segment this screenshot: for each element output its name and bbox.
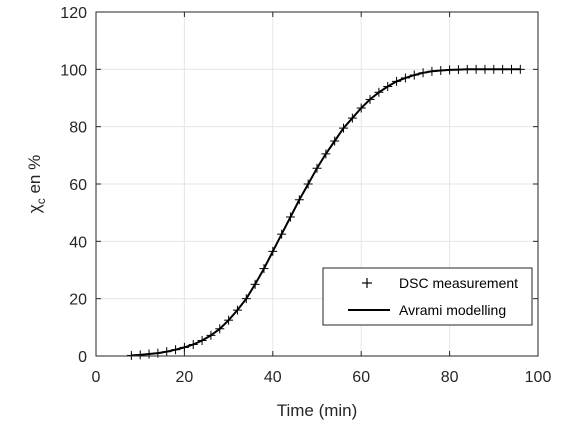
dsc-measurement-point: [126, 350, 136, 360]
dsc-measurement-point: [498, 64, 508, 74]
y-axis-label-subscript: c: [34, 198, 48, 204]
dsc-measurement-point: [197, 336, 207, 346]
x-tick-label: 60: [352, 369, 370, 386]
dsc-measurement-point: [392, 76, 402, 86]
dsc-measurement-point: [383, 82, 393, 92]
dsc-measurement-point: [232, 305, 242, 315]
dsc-measurement-point: [312, 163, 322, 173]
legend-label-dsc: DSC measurement: [399, 275, 518, 291]
y-tick-label: 80: [69, 120, 87, 137]
dsc-measurement-point: [162, 347, 172, 357]
dsc-measurement-point: [427, 66, 437, 76]
dsc-measurement-point: [356, 103, 366, 113]
dsc-measurement-point: [506, 64, 516, 74]
legend-box: [322, 267, 533, 326]
dsc-measurement-point: [206, 330, 216, 340]
dsc-measurement-point: [489, 64, 499, 74]
dsc-measurement-point: [330, 136, 340, 146]
legend-plus-marker: [362, 278, 372, 288]
dsc-measurement-point: [179, 342, 189, 352]
dsc-measurement-point: [462, 64, 472, 74]
dsc-measurement-point: [339, 123, 349, 133]
x-tick-label: 100: [525, 369, 552, 386]
dsc-measurement-point: [241, 294, 251, 304]
dsc-measurement-point: [436, 65, 446, 75]
y-tick-label: 100: [60, 62, 87, 79]
y-tick-labels: 0 20 40 60 80 100 120: [60, 5, 87, 366]
y-tick-label: 20: [69, 292, 87, 309]
x-tick-labels: 0 20 40 60 80 100: [92, 369, 552, 386]
y-axis-label: χc en %: [25, 155, 48, 213]
dsc-measurement-point: [400, 73, 410, 83]
dsc-measurement-point: [515, 64, 525, 74]
dsc-measurement-point: [480, 64, 490, 74]
dsc-measurement-point: [224, 315, 234, 325]
x-tick-label: 80: [441, 369, 459, 386]
dsc-measurement-point: [321, 149, 331, 159]
dsc-measurement-point: [445, 65, 455, 75]
dsc-measurement-point: [294, 195, 304, 205]
dsc-measurement-point: [418, 68, 428, 78]
legend: DSC measurement Avrami modelling: [322, 267, 533, 326]
dsc-measurement-point: [303, 179, 313, 189]
dsc-measurement-point: [259, 264, 269, 274]
dsc-measurement-point: [215, 324, 225, 334]
dsc-measurement-point: [365, 94, 375, 104]
y-axis-label-suffix: en %: [25, 155, 44, 198]
y-axis-label-symbol: χ: [25, 204, 44, 213]
x-tick-label: 20: [176, 369, 194, 386]
x-axis-label: Time (min): [277, 401, 358, 420]
axis-ticks: [95, 11, 539, 357]
dsc-measurement-point: [188, 340, 198, 350]
dsc-measurement-point: [374, 87, 384, 97]
dsc-measurement-point: [171, 345, 181, 355]
dsc-measurement-point: [135, 350, 145, 360]
dsc-measurement-point: [268, 246, 278, 256]
dsc-measurement-point: [453, 65, 463, 75]
x-tick-label: 0: [92, 369, 101, 386]
x-tick-label: 40: [264, 369, 282, 386]
y-tick-label: 120: [60, 5, 87, 22]
dsc-measurement-point: [250, 279, 260, 289]
dsc-measurement-point: [471, 64, 481, 74]
y-tick-label: 0: [78, 349, 87, 366]
dsc-measurement-point: [277, 229, 287, 239]
y-tick-label: 40: [69, 234, 87, 251]
dsc-measurement-point: [144, 349, 154, 359]
dsc-marker-layer: [126, 64, 525, 360]
legend-label-avrami: Avrami modelling: [399, 302, 506, 318]
y-tick-label: 60: [69, 177, 87, 194]
dsc-measurement-point: [409, 70, 419, 80]
dsc-measurement-point: [347, 113, 357, 123]
dsc-measurement-point: [285, 212, 295, 222]
